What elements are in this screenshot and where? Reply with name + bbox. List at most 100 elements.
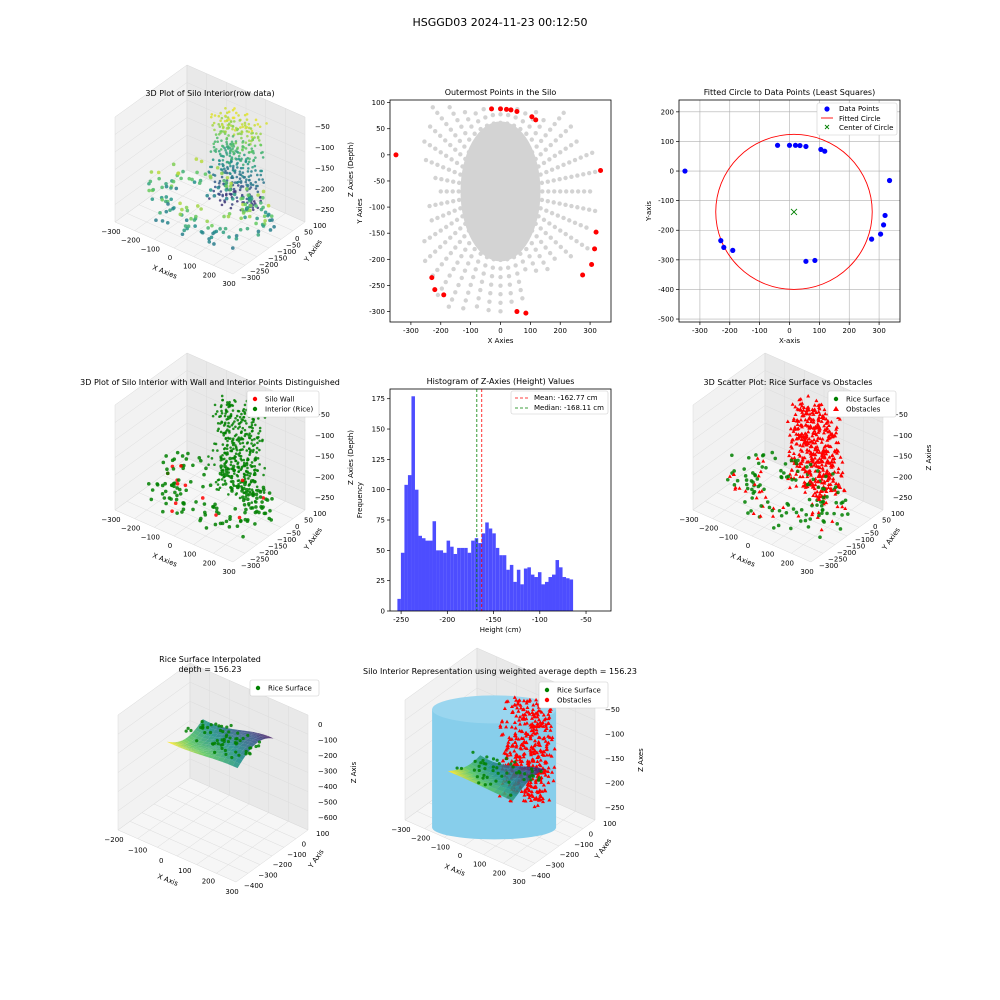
surface-facet [248,734,256,736]
data-point [220,746,224,750]
surface-facet [184,737,193,743]
data-point [187,176,192,181]
data-point [755,477,760,481]
data-point [819,527,824,532]
data-point [541,736,546,741]
data-point [804,432,809,437]
gray-point [527,124,532,129]
data-point [247,214,252,219]
data-point [816,485,821,489]
data-point [239,166,243,170]
gray-point [539,197,545,203]
data-point [547,735,552,739]
data-point [524,730,529,735]
data-point [218,152,222,156]
data-point [195,204,200,208]
data-point [552,765,557,769]
gray-point [545,198,550,204]
data-point [245,197,249,201]
gray-point [433,175,438,181]
x-tick-label: −100 [141,245,160,253]
data-point [232,192,237,197]
y-tick-label: 50 [376,547,385,555]
gray-point [558,244,563,250]
data-point [506,740,511,744]
data-point [812,447,817,452]
surface-facet [250,733,259,736]
x-axis-label: X Axies [151,552,178,569]
data-point [171,162,176,167]
data-point [147,188,151,193]
data-point [247,751,251,755]
data-point [203,513,208,517]
legend-marker [544,687,550,693]
surface-facet [202,753,210,757]
data-point [246,134,249,138]
data-point [527,698,532,702]
data-point [243,517,248,522]
data-point [225,142,229,146]
surface-facet [535,767,546,771]
data-point [817,428,822,433]
data-point [246,502,251,506]
data-point [241,495,245,499]
surface-facet [187,750,195,753]
data-point [237,753,241,757]
data-point [212,194,217,198]
surface-facet [205,739,213,743]
z-tick-label: −200 [318,752,337,760]
data-point [527,795,532,800]
grid-line [114,370,188,423]
data-point [730,247,736,253]
data-point [510,709,515,714]
data-point [260,151,263,155]
surface-facet [232,734,241,738]
gray-point [586,207,592,212]
data-point [529,778,533,782]
data-point [234,750,238,754]
gray-point [574,139,579,144]
x-tick-label: 200 [202,878,215,886]
data-point [212,189,216,193]
data-point [520,742,525,747]
data-point [816,416,821,421]
gray-point [438,189,443,194]
data-point [794,437,799,441]
data-point [533,742,538,746]
data-point [485,775,489,779]
surface-facet [182,739,190,744]
data-point [231,176,235,180]
data-point [229,414,233,418]
surface-facet [464,776,474,780]
data-point [812,486,817,491]
data-point [208,171,211,174]
data-point [191,507,195,512]
data-point [161,509,165,514]
data-point [228,149,232,153]
data-point [257,417,260,420]
gray-point [547,127,553,132]
data-point [245,178,248,181]
data-point [257,744,261,748]
gray-point [505,265,511,270]
data-point [472,768,476,772]
data-point [227,211,232,216]
data-point [530,721,535,726]
data-point [759,504,763,508]
data-point [810,460,815,464]
gray-point [451,198,456,204]
data-point [226,116,230,119]
data-point [251,465,255,468]
gray-point [462,144,467,149]
data-point [836,466,841,471]
data-point [238,227,243,232]
z-tick-label: −250 [605,804,624,812]
y-tick-label: 100 [316,830,329,838]
surface-facet [480,770,490,775]
gray-point [520,296,525,301]
data-point [231,404,235,407]
surface-facet [197,750,205,752]
surface-facet [197,732,206,738]
surface-facet [184,747,193,749]
data-point [253,465,257,468]
